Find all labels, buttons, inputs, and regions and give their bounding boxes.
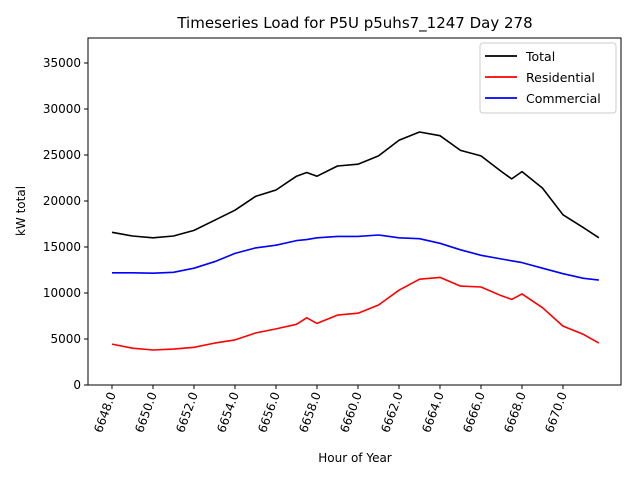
x-tick-label: 6666.0 [460, 390, 488, 434]
legend-box [479, 42, 617, 114]
x-axis-label: Hour of Year [318, 451, 392, 465]
series-lines [111, 131, 600, 351]
series-line-total [111, 131, 600, 239]
x-tick-label: 6648.0 [91, 390, 119, 434]
series-line-residential [111, 276, 600, 351]
legend: Total Residential Commercial [479, 42, 617, 114]
y-tick-label: 20000 [43, 194, 81, 208]
y-tick-label: 5000 [50, 332, 81, 346]
y-axis-ticks: 0 5000 10000 15000 20000 25000 30000 35000 [43, 56, 88, 392]
x-tick-label: 6668.0 [501, 390, 529, 434]
x-tick-label: 6654.0 [214, 390, 242, 434]
x-tick-label: 6652.0 [173, 390, 201, 434]
y-tick-label: 35000 [43, 56, 81, 70]
y-tick-label: 15000 [43, 240, 81, 254]
x-tick-label: 6662.0 [378, 390, 406, 434]
y-tick-label: 0 [73, 378, 81, 392]
series-line-commercial [112, 234, 599, 281]
x-tick-label: 6656.0 [255, 390, 283, 434]
chart-title: Timeseries Load for P5U p5uhs7_1247 Day … [176, 14, 532, 33]
legend-label-commercial: Commercial [526, 91, 601, 106]
x-tick-label: 6670.0 [542, 390, 570, 434]
x-tick-label: 6650.0 [132, 390, 160, 434]
y-axis-label: kW total [14, 186, 28, 236]
x-tick-label: 6658.0 [296, 390, 324, 434]
x-axis-ticks: 6648.0 6650.0 6652.0 6654.0 6656.0 6658.0 6660… [91, 385, 570, 434]
legend-label-total: Total [525, 49, 555, 64]
x-tick-label: 6660.0 [337, 390, 365, 434]
y-tick-label: 10000 [43, 286, 81, 300]
plot-frame [87, 37, 622, 386]
y-tick-label: 30000 [43, 102, 81, 116]
legend-label-residential: Residential [526, 70, 595, 85]
x-tick-label: 6664.0 [419, 390, 447, 434]
y-tick-label: 25000 [43, 148, 81, 162]
